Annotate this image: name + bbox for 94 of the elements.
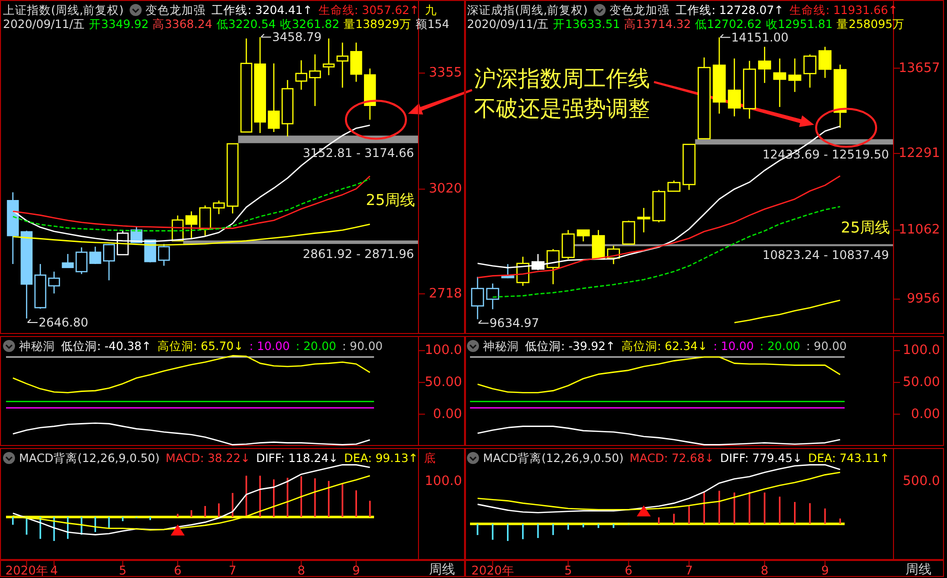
- candlestick: [667, 180, 680, 192]
- annotation: 不破还是强势调整: [474, 97, 650, 122]
- x-tick-label: 4: [50, 563, 58, 578]
- candlestick: [622, 220, 636, 245]
- candlestick: [158, 243, 170, 266]
- y-tick-label: 9956: [906, 292, 940, 307]
- legend-title: 变色龙加强: [146, 3, 206, 17]
- x-tick-label: 5: [118, 563, 127, 578]
- line-series: [476, 356, 841, 394]
- candlestick: [486, 282, 500, 310]
- candlestick: [471, 276, 484, 320]
- x-axis-title: 周线: [429, 562, 455, 578]
- annotation: 25周线: [366, 190, 415, 209]
- series-label: DIFF: 118.24↓: [256, 451, 338, 465]
- y-tick-label: 2718: [428, 286, 462, 302]
- candlestick: [89, 246, 102, 265]
- band-label: 10823.24 - 10837.49: [762, 248, 889, 262]
- x-tick-label: 9: [352, 563, 360, 578]
- y-tick-label: 13657: [898, 60, 940, 76]
- line-series: [12, 422, 371, 446]
- series-label: DEA: 99.13↑: [344, 451, 418, 465]
- x-tick-label: 5: [564, 563, 572, 578]
- annotation: 2646.80: [38, 315, 88, 330]
- ref-line-label: : 20.00: [760, 339, 800, 353]
- ref-line-label: : 20.00: [296, 339, 336, 353]
- x-tick-label: 7: [685, 563, 693, 578]
- y-tick-label: 100.0: [424, 343, 462, 358]
- line-series: [476, 426, 841, 446]
- candlestick: [295, 60, 308, 90]
- text: MACD: 72.68↓: [630, 451, 714, 465]
- text: 500.0: [902, 474, 940, 490]
- series-label: 高位洞: 62.34↓: [621, 339, 708, 353]
- y-tick-label: 11062: [898, 222, 940, 238]
- annotation: 25周线: [840, 218, 890, 237]
- text: 低位洞: -39.92↑: [525, 339, 616, 353]
- x-tick-label: 9: [821, 563, 829, 578]
- annotation: 3458.79: [272, 30, 322, 44]
- text: 底: [424, 451, 436, 465]
- candlestick: [562, 229, 575, 260]
- y-tick-label: 100.0: [902, 343, 940, 358]
- text: 九: [425, 3, 438, 17]
- series-label: MACD: 38.22↓: [166, 451, 250, 465]
- series-label: 高位洞: 65.70↓: [157, 339, 244, 353]
- x-tick-label: 2020年: [5, 563, 48, 578]
- candlestick: [576, 229, 590, 242]
- candlestick: [546, 248, 560, 285]
- series-label: DIFF: 779.45↓: [720, 451, 802, 465]
- x-tick-label: 7: [228, 563, 236, 578]
- y-tick-label: 0.00: [433, 406, 462, 422]
- y-tick-label: 50.00: [424, 374, 462, 390]
- chart-title: MACD背离(12,26,9,0.50): [19, 451, 160, 465]
- candlestick: [758, 46, 772, 84]
- line-series: [734, 300, 841, 324]
- chart-title: 深证成指(周线,前复权): [467, 3, 588, 17]
- y-tick-label: 12291: [898, 146, 940, 162]
- candlestick: [728, 58, 741, 117]
- annotation: 14151.00: [731, 30, 789, 44]
- candlestick: [773, 58, 786, 108]
- y-tick-label: 50.00: [902, 374, 940, 390]
- y-tick-label: 3355: [428, 66, 462, 81]
- candlestick: [309, 54, 321, 107]
- candlestick: [637, 207, 650, 233]
- ref-line-label: : 10.00: [249, 339, 290, 353]
- y-tick-label: 3020: [428, 182, 462, 197]
- chart-title: 神秘洞: [19, 339, 55, 353]
- ref-line-label: : 90.00: [342, 339, 383, 353]
- x-tick-label: 6: [174, 563, 182, 578]
- line-series: [12, 355, 371, 394]
- chart-title: 神秘洞: [483, 339, 519, 353]
- ref-line-label: : 10.00: [713, 339, 754, 353]
- text: 工作线: 3204.41↑: [212, 3, 312, 17]
- y-tick-label: 0.00: [911, 406, 940, 422]
- annotation: 9634.97: [490, 316, 540, 330]
- series-label: DEA: 743.11↑: [808, 451, 890, 465]
- x-tick-label: 8: [297, 563, 306, 578]
- candlestick: [592, 229, 605, 260]
- text: 工作线: 12728.07↑: [676, 3, 784, 17]
- legend-title: 变色龙加强: [610, 3, 670, 17]
- text: 低位洞: -40.38↑: [61, 339, 152, 353]
- candlestick: [103, 243, 115, 281]
- annotation: 沪深指数周工作线: [474, 67, 650, 92]
- text: 生命线: 3057.62↑: [318, 3, 420, 17]
- candlestick: [788, 58, 802, 93]
- candlestick: [322, 38, 335, 76]
- chart-title: MACD背离(12,26,9,0.50): [483, 451, 624, 465]
- chart-title: 上证指数(周线,前复权): [3, 3, 124, 17]
- x-tick-label: 2020年: [471, 563, 514, 578]
- x-axis-title: 周线: [906, 562, 932, 578]
- x-tick-label: 6: [624, 563, 632, 578]
- candlestick: [818, 46, 832, 78]
- x-tick-label: 8: [760, 563, 768, 578]
- ref-line-label: : 90.00: [806, 339, 847, 353]
- candlestick: [803, 54, 816, 88]
- band-label: 2861.92 - 2871.96: [302, 246, 414, 261]
